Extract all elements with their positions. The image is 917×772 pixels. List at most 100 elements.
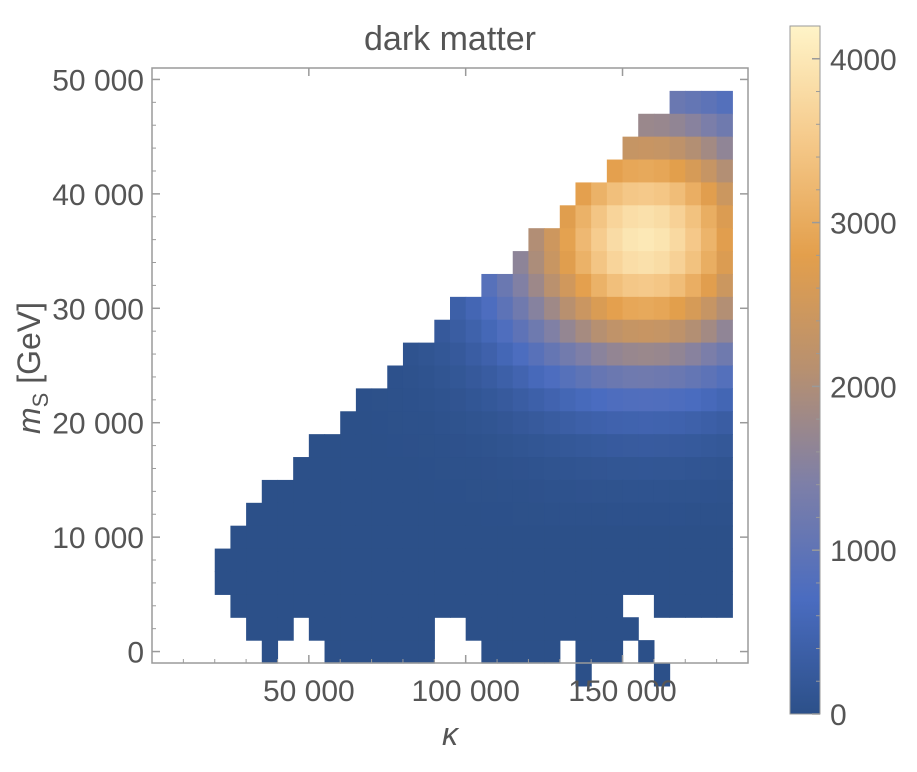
- heatmap-cell: [497, 548, 514, 573]
- heatmap-cell: [481, 296, 498, 321]
- heatmap-cell: [669, 136, 686, 161]
- heatmap-cell: [606, 594, 624, 618]
- heatmap-cell: [371, 502, 388, 527]
- heatmap-cell: [653, 434, 671, 458]
- chart-title: dark matter: [364, 20, 536, 58]
- heatmap-cell: [355, 411, 373, 435]
- heatmap-cell: [528, 571, 545, 595]
- x-tick-label: 100 000: [411, 675, 519, 708]
- heatmap-cell: [669, 457, 686, 481]
- heatmap-cell: [606, 159, 624, 184]
- heatmap-cell: [638, 228, 655, 252]
- heatmap-cell: [638, 411, 655, 435]
- heatmap-cell: [716, 159, 733, 184]
- heatmap-cell: [402, 525, 420, 550]
- heatmap-cell: [700, 228, 718, 252]
- heatmap-cell: [340, 594, 357, 618]
- heatmap-cell: [465, 434, 482, 458]
- heatmap-cell: [465, 342, 482, 367]
- heatmap-cell: [402, 434, 420, 458]
- heatmap-cell: [418, 457, 435, 481]
- heatmap-cell: [653, 228, 671, 252]
- heatmap-cell: [685, 434, 702, 458]
- heatmap-cell: [700, 434, 718, 458]
- heatmap-cell: [418, 571, 435, 595]
- heatmap-cell: [418, 411, 435, 435]
- heatmap-cell: [622, 159, 639, 184]
- heatmap-cell: [340, 434, 357, 458]
- heatmap-cell: [402, 571, 420, 595]
- heatmap-cell: [387, 640, 404, 664]
- heatmap-cell: [246, 502, 263, 527]
- heatmap-cell: [387, 502, 404, 527]
- heatmap-cell: [512, 640, 530, 664]
- heatmap-cell: [402, 388, 420, 412]
- heatmap-cell: [450, 479, 467, 504]
- heatmap-cell: [575, 182, 592, 206]
- heatmap-cell: [497, 434, 514, 458]
- heatmap-cell: [575, 251, 592, 275]
- heatmap-cell: [355, 640, 373, 664]
- heatmap-cell: [402, 502, 420, 527]
- heatmap-cell: [371, 571, 388, 595]
- heatmap-cell: [402, 594, 420, 618]
- heatmap-cell: [575, 548, 592, 573]
- heatmap-cell: [638, 136, 655, 161]
- heatmap-cell: [481, 434, 498, 458]
- heatmap-cell: [716, 571, 733, 595]
- heatmap-cell: [622, 228, 639, 252]
- heatmap-cell: [450, 571, 467, 595]
- heatmap-cell: [606, 617, 624, 641]
- heatmap-cell: [700, 251, 718, 275]
- heatmap-cell: [418, 525, 435, 550]
- heatmap-cell: [638, 548, 655, 573]
- heatmap-cell: [716, 525, 733, 550]
- heatmap-cell: [512, 273, 530, 298]
- heatmap-cell: [685, 182, 702, 206]
- heatmap-cell: [512, 594, 530, 618]
- heatmap-cell: [402, 411, 420, 435]
- heatmap-cell: [591, 182, 608, 206]
- heatmap-cell: [622, 434, 639, 458]
- heatmap-cell: [512, 457, 530, 481]
- heatmap-cell: [638, 479, 655, 504]
- heatmap-cell: [575, 617, 592, 641]
- heatmap-cell: [418, 502, 435, 527]
- heatmap-cell: [340, 548, 357, 573]
- heatmap-cell: [716, 411, 733, 435]
- heatmap-cell: [497, 342, 514, 367]
- heatmap-cell: [387, 594, 404, 618]
- heatmap-cell: [606, 388, 624, 412]
- heatmap-cell: [700, 182, 718, 206]
- y-tick-label: 50 000: [52, 64, 144, 97]
- heatmap-cell: [622, 411, 639, 435]
- heatmap-cell: [512, 479, 530, 504]
- heatmap-cell: [497, 273, 514, 298]
- heatmap-cell: [685, 548, 702, 573]
- heatmap-cell: [716, 136, 733, 161]
- heatmap-cell: [481, 342, 498, 367]
- heatmap-cell: [418, 548, 435, 573]
- heatmap-cell: [371, 411, 388, 435]
- heatmap-cell: [528, 640, 545, 664]
- heatmap-cell: [622, 502, 639, 527]
- heatmap-cell: [669, 113, 686, 138]
- heatmap-cell: [606, 434, 624, 458]
- heatmap-cell: [653, 457, 671, 481]
- heatmap-cell: [716, 319, 733, 344]
- heatmap-cell: [512, 434, 530, 458]
- heatmap-cell: [653, 388, 671, 412]
- heatmap-cell: [622, 182, 639, 206]
- heatmap-cell: [434, 365, 451, 389]
- heatmap-cell: [434, 479, 451, 504]
- heatmap-cell: [638, 319, 655, 344]
- heatmap-cell: [465, 479, 482, 504]
- heatmap-cell: [606, 273, 624, 298]
- heatmap-cell: [387, 571, 404, 595]
- heatmap-cell: [559, 571, 577, 595]
- heatmap-cell: [575, 365, 592, 389]
- heatmap-cell: [669, 479, 686, 504]
- heatmap-cell: [277, 502, 294, 527]
- heatmap-cell: [544, 479, 561, 504]
- heatmap-cell: [622, 296, 639, 321]
